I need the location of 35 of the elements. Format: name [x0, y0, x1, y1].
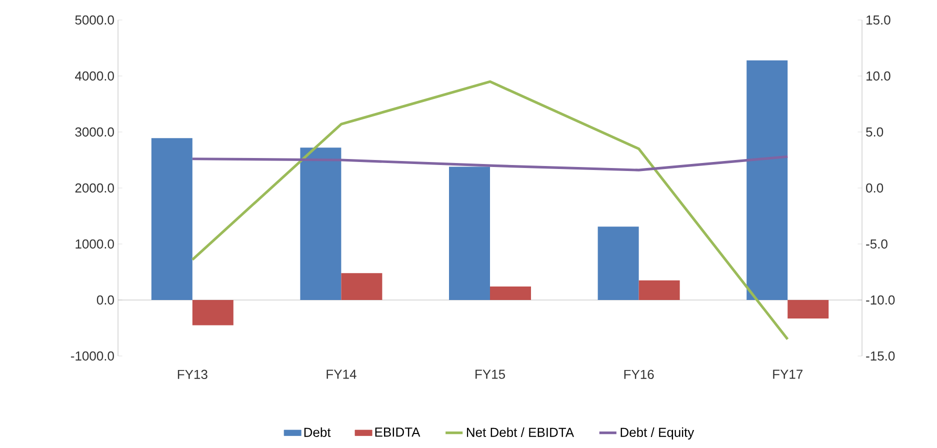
- bar: [788, 300, 829, 318]
- bar: [341, 273, 382, 300]
- y2-tick-label: 0.0: [866, 183, 884, 193]
- y-tick-label: 0.0: [96, 295, 114, 305]
- line-series: [191, 155, 789, 172]
- x-tick-label: FY13: [178, 370, 208, 380]
- y-tick-label: 3000.0: [75, 127, 114, 137]
- y2-tick-label: -10.0: [866, 295, 895, 305]
- x-tick-label: FY14: [326, 370, 356, 379]
- bar: [746, 60, 788, 300]
- legend-label: Debt: [304, 427, 331, 437]
- bar: [598, 226, 639, 300]
- legend-label: EBIDTA: [375, 428, 420, 437]
- bar: [192, 300, 234, 326]
- bar: [449, 166, 490, 300]
- legend-label: Debt / Equity: [620, 427, 694, 440]
- bar: [300, 148, 342, 300]
- bar: [151, 138, 192, 300]
- legend-label: Net Debt / EBIDTA: [466, 427, 574, 437]
- y-tick-label: 2000.0: [75, 183, 114, 193]
- y-tick-label: 5000.0: [75, 15, 114, 25]
- bar: [490, 286, 532, 300]
- y2-tick-label: 5.0: [866, 127, 884, 137]
- x-tick-label: FY16: [624, 370, 654, 380]
- y2-tick-label: -15.0: [866, 351, 895, 361]
- x-tick-label: FY17: [773, 370, 802, 379]
- y2-tick-label: -5.0: [866, 239, 888, 249]
- y-tick-label: -1000.0: [70, 351, 114, 361]
- y2-tick-label: 10.0: [866, 71, 890, 81]
- line-series: [191, 80, 789, 340]
- y-tick-label: 1000.0: [76, 239, 114, 249]
- x-tick-label: FY15: [476, 370, 505, 379]
- y-tick-label: 4000.0: [75, 71, 114, 81]
- bar: [638, 280, 680, 300]
- y2-tick-label: 15.0: [866, 15, 890, 25]
